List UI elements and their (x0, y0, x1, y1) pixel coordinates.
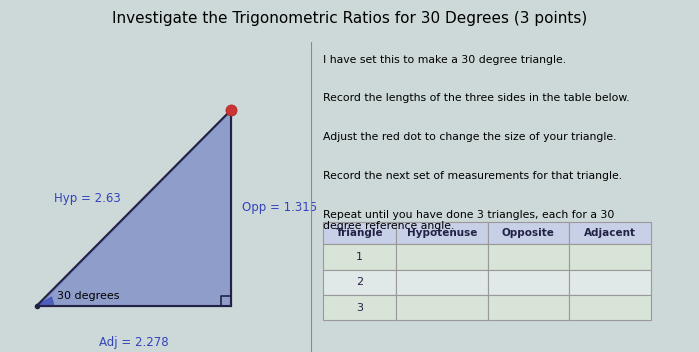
Bar (396, 295, 488, 320)
Bar (488, 295, 569, 320)
Bar (396, 244, 488, 270)
Text: Opp = 1.315: Opp = 1.315 (243, 201, 317, 214)
Text: Triangle: Triangle (336, 228, 383, 238)
Text: Investigate the Trigonometric Ratios for 30 Degrees (3 points): Investigate the Trigonometric Ratios for… (112, 11, 587, 26)
Bar (569, 222, 651, 244)
Text: Adjust the red dot to change the size of your triangle.: Adjust the red dot to change the size of… (323, 132, 617, 142)
Text: Opposite: Opposite (502, 228, 555, 238)
Bar (323, 222, 396, 244)
Bar (396, 270, 488, 295)
Bar (323, 270, 396, 295)
Text: Adjacent: Adjacent (584, 228, 636, 238)
Polygon shape (37, 297, 54, 306)
Text: 2: 2 (356, 277, 363, 287)
Text: Record the lengths of the three sides in the table below.: Record the lengths of the three sides in… (323, 93, 629, 103)
Bar (569, 295, 651, 320)
Text: Record the next set of measurements for that triangle.: Record the next set of measurements for … (323, 171, 622, 181)
Text: 30 degrees: 30 degrees (57, 291, 120, 301)
Bar (569, 270, 651, 295)
Text: Hyp = 2.63: Hyp = 2.63 (55, 192, 121, 205)
Bar (569, 244, 651, 270)
Text: Adj = 2.278: Adj = 2.278 (99, 336, 168, 349)
Bar (323, 244, 396, 270)
Bar (488, 222, 569, 244)
Polygon shape (37, 111, 231, 306)
Text: 1: 1 (356, 252, 363, 262)
Text: 3: 3 (356, 303, 363, 313)
Bar (396, 222, 488, 244)
Bar (488, 244, 569, 270)
Text: Hypotenuse: Hypotenuse (407, 228, 477, 238)
Text: Repeat until you have done 3 triangles, each for a 30
degree reference angle.: Repeat until you have done 3 triangles, … (323, 209, 614, 231)
Text: I have set this to make a 30 degree triangle.: I have set this to make a 30 degree tria… (323, 55, 565, 65)
Bar (488, 270, 569, 295)
Bar (323, 295, 396, 320)
